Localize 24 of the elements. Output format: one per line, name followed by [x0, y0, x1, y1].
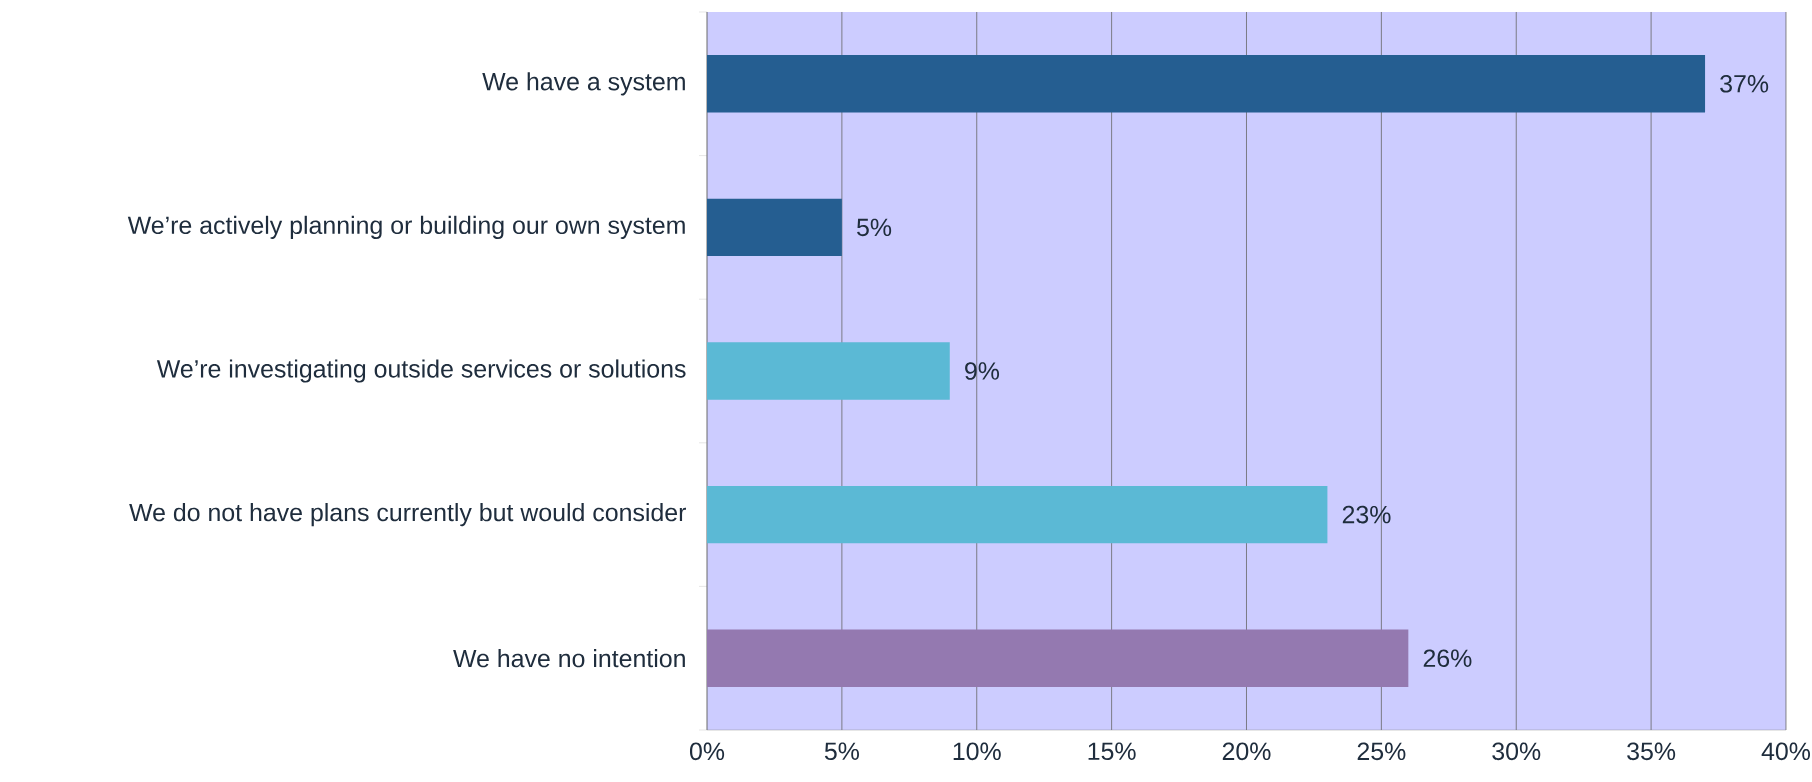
- bar: [707, 342, 950, 400]
- y-tick-label: We’re actively planning or building our own system: [127, 215, 685, 240]
- data-label: 26%: [1423, 649, 1472, 668]
- x-tick-label: 10%: [953, 742, 1001, 761]
- y-tick-label: We’re investigating outside services or solutions: [156, 359, 686, 383]
- data-label: 9%: [965, 362, 1000, 380]
- y-tick-label: We have a system: [482, 72, 685, 96]
- data-label: 37%: [1720, 74, 1769, 93]
- x-tick-label: 5%: [824, 742, 859, 761]
- bar: [707, 629, 1409, 687]
- x-tick-label: 30%: [1492, 742, 1541, 761]
- bar: [707, 55, 1706, 113]
- bar: [707, 485, 1328, 544]
- x-tick-label: 20%: [1222, 742, 1271, 761]
- data-label: 23%: [1342, 505, 1391, 524]
- y-tick-label: We do not have plans currently but would consider: [129, 502, 687, 527]
- x-tick-label: 40%: [1761, 742, 1811, 761]
- x-tick-label: 25%: [1357, 742, 1406, 761]
- x-tick-label: 15%: [1088, 742, 1136, 761]
- y-tick-label: We have no intention: [453, 649, 685, 668]
- data-label: 5%: [857, 218, 892, 237]
- bar: [707, 198, 842, 257]
- x-tick-label: 35%: [1627, 742, 1676, 761]
- x-tick-label: 0%: [689, 742, 725, 761]
